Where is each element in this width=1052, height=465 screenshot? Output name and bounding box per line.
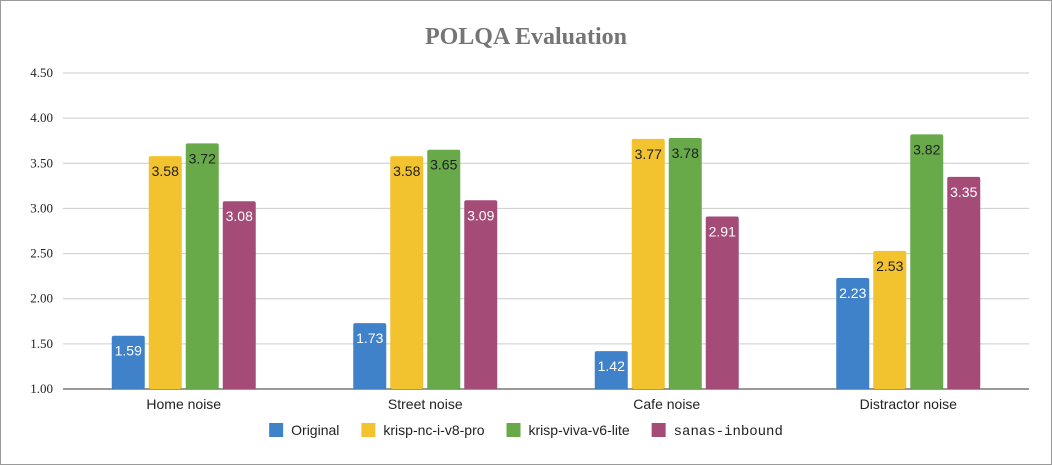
legend-item: sanas-inbound [651,423,783,440]
bar [668,138,702,389]
data-label: 3.65 [430,157,457,173]
data-label: 3.78 [672,145,699,161]
legend-label: krisp-nc-i-v8-pro [383,422,484,438]
legend-swatch [651,423,666,437]
bar [910,134,944,389]
legend-label: Original [291,422,339,438]
bar [111,335,145,389]
bar [148,156,182,389]
bar [353,323,387,389]
y-tick-label: 2.00 [30,291,53,306]
x-category-label: Cafe noise [633,396,700,412]
data-label: 3.72 [189,150,216,166]
data-label: 1.73 [356,330,383,346]
legend-label: sanas-inbound [674,424,783,440]
bar [705,216,739,389]
bar [390,156,424,389]
data-labels: 1.59 3.58 3.72 3.08 1.73 3.58 3.65 3.09 1.42 3.77… [115,141,978,374]
x-category-label: Street noise [388,396,463,412]
bars [111,134,981,389]
legend-label: krisp-viva-v6-lite [529,422,630,438]
y-tick-label: 4.50 [30,65,53,80]
data-label: 2.53 [876,258,903,274]
legend-item: krisp-nc-i-v8-pro [361,422,485,438]
x-category-label: Distractor noise [860,396,957,412]
bar [185,143,219,389]
data-label: 3.77 [635,146,662,162]
bar [873,250,907,389]
x-axis-category-labels: Home noise Street noise Cafe noise Distract… [146,396,957,412]
data-label: 2.91 [709,224,736,240]
bar [947,176,981,389]
y-tick-label: 4.00 [30,110,53,125]
legend-swatch [506,423,521,437]
y-tick-label: 1.00 [30,381,53,396]
data-label: 1.42 [598,358,625,374]
chart-title: POLQA Evaluation [425,24,627,50]
legend-item: krisp-viva-v6-lite [506,422,630,438]
bar [464,200,498,389]
y-tick-label: 3.00 [30,200,53,215]
x-category-label: Home noise [146,396,221,412]
data-label: 3.09 [467,207,494,223]
y-tick-label: 2.50 [30,246,53,261]
legend-item: Original [269,422,339,438]
bar [427,149,461,389]
data-label: 3.58 [152,163,179,179]
bar [594,351,628,389]
bar [631,138,665,389]
legend: Original krisp-nc-i-v8-pro krisp-viva-v6-l… [269,422,783,440]
data-label: 1.59 [115,343,142,359]
data-label: 2.23 [839,285,866,301]
bar [222,201,256,389]
data-label: 3.35 [950,184,977,200]
y-tick-label: 3.50 [30,155,53,170]
legend-swatch [361,423,376,437]
bar [836,277,870,389]
legend-swatch [269,423,284,437]
data-label: 3.58 [393,163,420,179]
data-label: 3.82 [913,141,940,157]
y-tick-label: 1.50 [30,336,53,351]
data-label: 3.08 [226,208,253,224]
y-axis-tick-labels: 1.00 1.50 2.00 2.50 3.00 3.50 4.00 4.50 [30,65,53,396]
